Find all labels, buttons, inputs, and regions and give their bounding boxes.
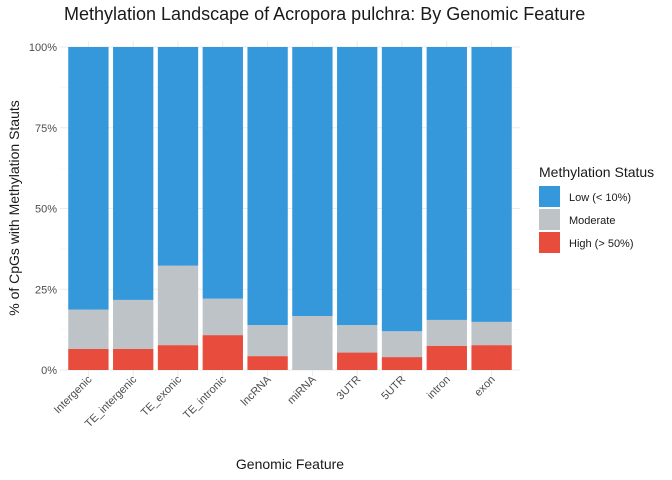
bar-TE_exonic-high bbox=[157, 345, 199, 370]
bar-exon-high bbox=[471, 345, 512, 370]
y-tick-label: 100% bbox=[29, 42, 57, 54]
legend-swatch bbox=[539, 209, 560, 230]
y-axis-title: % of CpGs with Methylation Stauts bbox=[6, 100, 22, 316]
legend-label: Low (< 10%) bbox=[569, 192, 631, 204]
chart-title: Methylation Landscape of Acropora pulchr… bbox=[64, 4, 585, 24]
bar-Intergenic-moderate bbox=[68, 309, 109, 350]
bar-3UTR-moderate bbox=[337, 325, 378, 353]
bar-5UTR-moderate bbox=[381, 331, 423, 358]
bar-intron-high bbox=[426, 345, 467, 370]
bar-lncRNA-low bbox=[247, 47, 288, 326]
bar-TE_intergenic-low bbox=[113, 47, 154, 300]
bar-TE_intergenic-moderate bbox=[113, 299, 154, 350]
bar-exon-low bbox=[471, 47, 512, 322]
legend-label: Moderate bbox=[569, 215, 615, 227]
bar-5UTR-low bbox=[381, 47, 423, 332]
bar-TE_intergenic-high bbox=[113, 349, 154, 370]
bar-Intergenic-high bbox=[68, 349, 109, 370]
y-tick-label: 25% bbox=[35, 284, 57, 296]
y-tick-label: 75% bbox=[35, 123, 57, 135]
bar-TE_exonic-moderate bbox=[157, 265, 199, 346]
bar-miRNA-low bbox=[292, 47, 333, 317]
y-tick-label: 50% bbox=[35, 204, 57, 216]
bars bbox=[68, 47, 512, 370]
legend-label: High (> 50%) bbox=[569, 238, 634, 250]
bar-miRNA-moderate bbox=[292, 316, 333, 370]
bar-lncRNA-moderate bbox=[247, 325, 288, 357]
bar-intron-moderate bbox=[426, 319, 467, 346]
bar-TE_intronic-moderate bbox=[202, 298, 243, 336]
bar-TE_intronic-high bbox=[202, 335, 243, 370]
legend: Methylation Status Low (< 10%) Moderate Hi… bbox=[539, 164, 654, 253]
y-tick-label: 0% bbox=[41, 365, 57, 377]
bar-Intergenic-low bbox=[68, 47, 109, 310]
bar-5UTR-high bbox=[381, 357, 423, 370]
bar-3UTR-low bbox=[337, 47, 378, 326]
y-axis-ticks: 0% 25% 50% 75% 100% bbox=[29, 42, 57, 377]
legend-title: Methylation Status bbox=[539, 164, 654, 180]
bar-3UTR-high bbox=[337, 352, 378, 370]
bar-TE_exonic-low bbox=[157, 47, 199, 266]
bar-lncRNA-high bbox=[247, 356, 288, 370]
bar-intron-low bbox=[426, 47, 467, 320]
legend-items: Low (< 10%) Moderate High (> 50%) bbox=[539, 186, 634, 253]
bar-TE_intronic-low bbox=[202, 47, 243, 299]
x-axis-title: Genomic Feature bbox=[236, 456, 344, 472]
bar-exon-moderate bbox=[471, 321, 512, 346]
legend-swatch bbox=[539, 186, 560, 207]
legend-swatch bbox=[539, 232, 560, 253]
